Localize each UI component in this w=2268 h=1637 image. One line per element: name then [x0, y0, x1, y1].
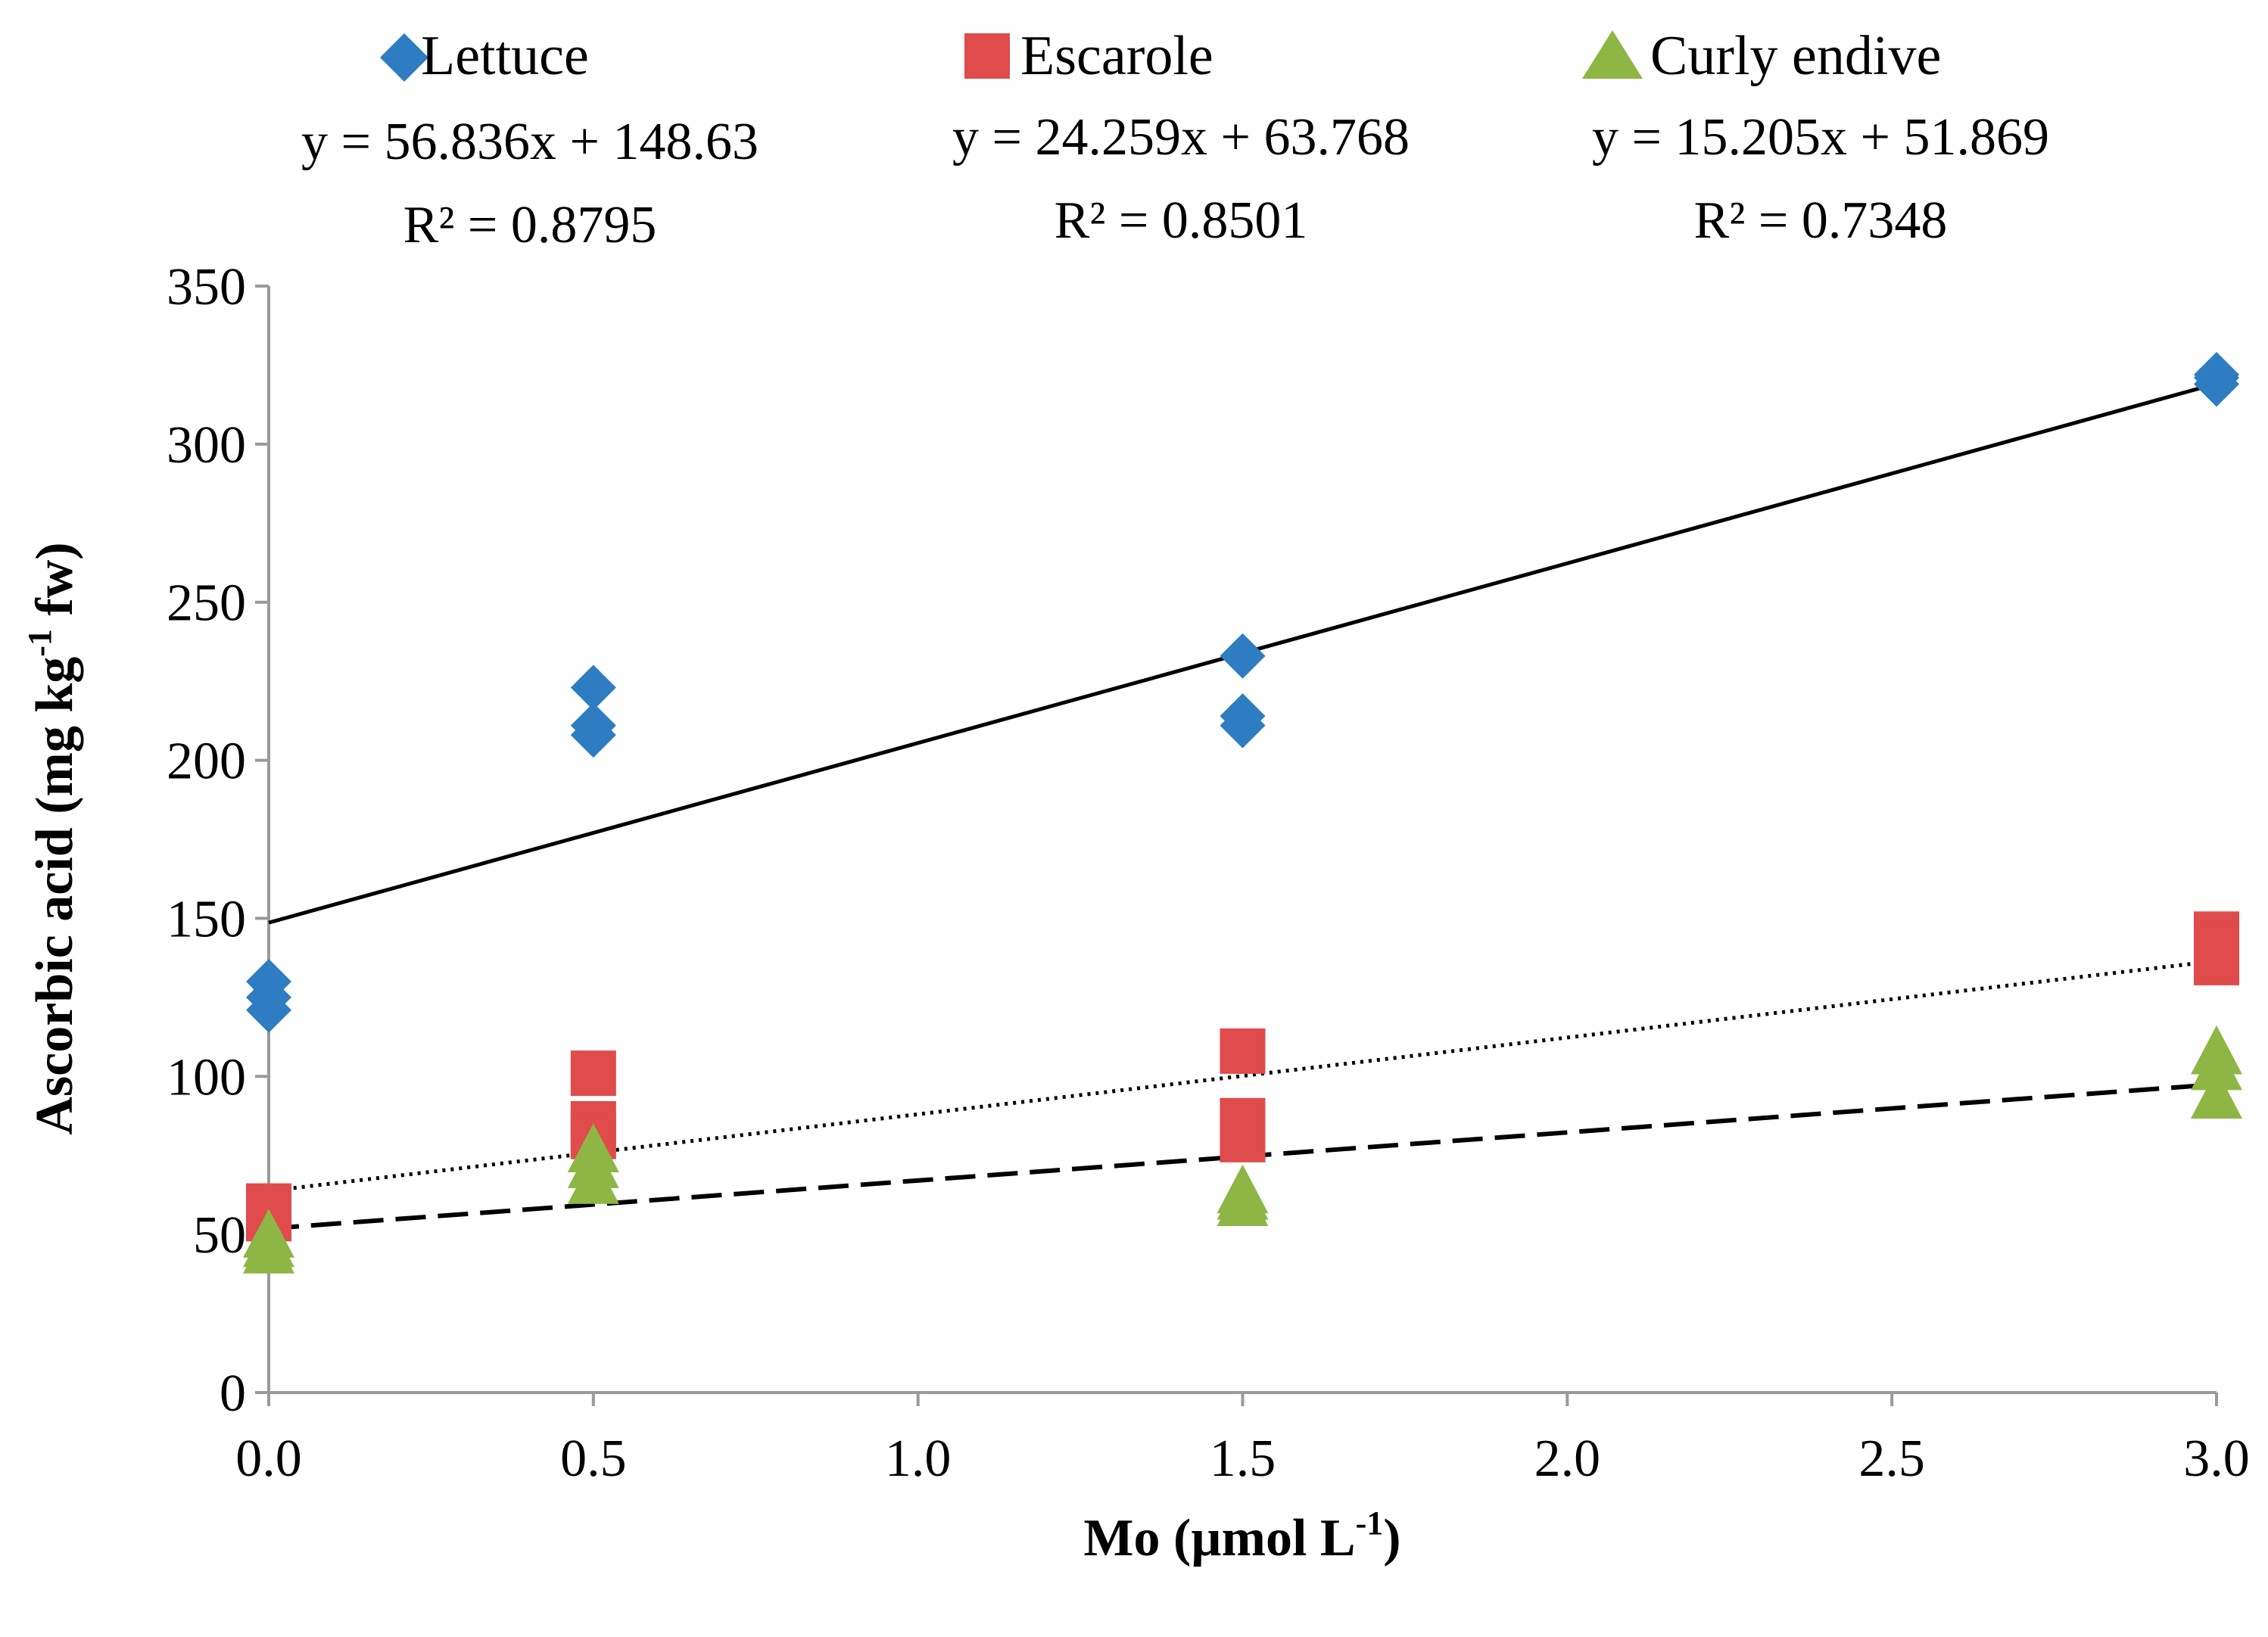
x-tick-label: 0.0 [235, 1430, 302, 1488]
point-lettuce [246, 987, 291, 1033]
x-tick-label: 0.5 [560, 1430, 627, 1488]
r2-curly-endive: R² = 0.7348 [1694, 191, 1948, 250]
y-axis-ticks: 0 50 100 150 200 250 300 350 [167, 258, 269, 1423]
equation-escarole: y = 24.259x + 63.768 [952, 108, 1410, 167]
y-tick-label: 150 [167, 890, 246, 948]
point-escarole [2194, 939, 2239, 985]
point-lettuce [570, 664, 616, 711]
legend-marker-curly-endive [1582, 30, 1643, 79]
point-curly-endive [243, 1225, 294, 1274]
x-axis-title: Mo (µmol L-1) [1083, 1505, 1400, 1567]
y-axis-title: Ascorbic acid (mg kg-1 fw) [21, 542, 84, 1134]
legend: Lettuce Escarole Curly endive [380, 25, 1941, 87]
legend-label-lettuce: Lettuce [421, 25, 589, 87]
x-tick-label: 3.0 [2183, 1430, 2250, 1488]
point-escarole [1220, 1028, 1266, 1074]
y-axis-title-main: Ascorbic acid (mg kg [26, 657, 84, 1135]
x-axis-title-sup: -1 [1356, 1505, 1384, 1542]
point-curly-endive [2191, 1069, 2242, 1119]
x-axis-title-main: Mo (µmol L [1083, 1509, 1355, 1567]
y-tick-label: 200 [167, 733, 246, 791]
x-tick-label: 2.5 [1858, 1430, 1925, 1488]
point-curly-endive [2191, 1041, 2242, 1091]
y-tick-label: 350 [167, 258, 246, 316]
equations: y = 56.836x + 148.63 R² = 0.8795 y = 24.… [301, 108, 2049, 254]
y-axis-title-sup: -1 [21, 629, 58, 657]
y-tick-label: 0 [220, 1365, 246, 1423]
point-curly-endive [1217, 1177, 1269, 1226]
legend-label-escarole: Escarole [1020, 25, 1213, 87]
data-points [243, 351, 2242, 1274]
legend-item-escarole: Escarole [964, 25, 1213, 87]
y-tick-label: 300 [167, 416, 246, 475]
legend-item-lettuce: Lettuce [380, 25, 589, 87]
x-tick-label: 1.0 [885, 1430, 952, 1488]
y-tick-label: 50 [193, 1206, 246, 1265]
equation-lettuce: y = 56.836x + 148.63 [301, 113, 759, 171]
equation-curly-endive: y = 15.205x + 51.869 [1592, 108, 2049, 167]
legend-marker-escarole [964, 33, 1010, 79]
legend-marker-lettuce [380, 33, 428, 82]
y-tick-label: 250 [167, 574, 246, 633]
axes: 0 50 100 150 200 250 300 350 0.0 0.5 1.0 1.5 2.0 2.5… [167, 258, 2250, 1488]
y-tick-label: 100 [167, 1048, 246, 1106]
point-lettuce [1220, 702, 1266, 748]
point-escarole [1220, 1116, 1266, 1162]
r2-escarole: R² = 0.8501 [1055, 191, 1308, 250]
point-lettuce [2194, 361, 2239, 407]
point-lettuce [1220, 633, 1266, 679]
legend-label-curly-endive: Curly endive [1650, 25, 1941, 87]
legend-item-curly-endive: Curly endive [1582, 25, 1941, 87]
x-tick-label: 2.0 [1534, 1430, 1601, 1488]
point-lettuce [570, 712, 616, 758]
x-tick-label: 1.5 [1210, 1430, 1276, 1488]
x-axis-title-end: ) [1383, 1509, 1400, 1567]
x-axis-ticks: 0.0 0.5 1.0 1.5 2.0 2.5 3.0 [235, 1393, 2250, 1488]
r2-lettuce: R² = 0.8795 [403, 196, 657, 254]
y-axis-title-end: fw) [26, 542, 84, 629]
point-curly-endive [567, 1155, 619, 1204]
point-escarole [570, 1050, 616, 1097]
